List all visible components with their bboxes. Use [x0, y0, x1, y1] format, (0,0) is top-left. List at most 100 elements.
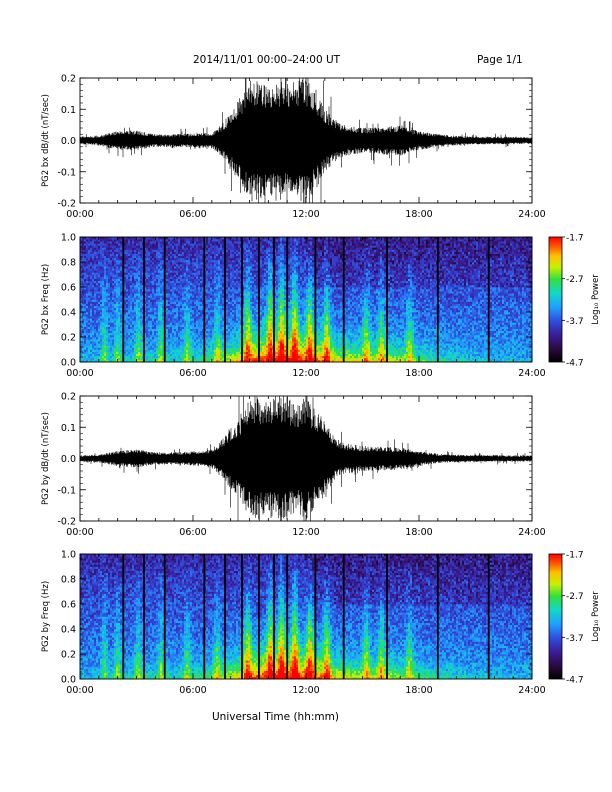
spectrogram-cell	[98, 295, 100, 297]
spectrogram-cell	[130, 266, 132, 268]
spectrogram-cell	[92, 287, 94, 289]
spectrogram-cell	[110, 352, 112, 354]
spectrogram-cell	[98, 243, 100, 245]
spectrogram-cell	[120, 358, 122, 360]
spectrogram-cell	[114, 272, 116, 274]
spectrogram-cell	[112, 258, 114, 260]
spectrogram-cell	[128, 262, 130, 264]
spectrogram-cell	[102, 325, 104, 327]
spectrogram-cell	[106, 345, 108, 347]
spectrogram-cell	[98, 325, 100, 327]
spectrogram-cell	[128, 304, 130, 306]
spectrogram-cell	[96, 312, 98, 314]
spectrogram-cell	[84, 258, 86, 260]
spectrogram-cell	[108, 341, 110, 343]
spectrogram-cell	[92, 314, 94, 316]
spectrogram-cell	[84, 341, 86, 343]
spectrogram-cell	[110, 358, 112, 360]
spectrogram-cell	[114, 331, 116, 333]
spectrogram-cell	[88, 283, 90, 285]
spectrogram-cell	[120, 270, 122, 272]
spectrogram-cell	[130, 254, 132, 256]
spectrogram-cell	[128, 302, 130, 304]
spectrogram-cell	[98, 247, 100, 249]
spectrogram-cell	[88, 245, 90, 247]
spectrogram-cell	[110, 327, 112, 329]
spectrogram-cell	[96, 302, 98, 304]
spectrogram-cell	[100, 339, 102, 341]
spectrogram-cell	[98, 283, 100, 285]
spectrogram-cell	[94, 333, 96, 335]
spectrogram-cell	[132, 335, 134, 337]
spectrogram-cell	[126, 268, 128, 270]
spectrogram-cell	[92, 272, 94, 274]
spectrogram-cell	[100, 270, 102, 272]
spectrogram-cell	[112, 339, 114, 341]
spectrogram-cell	[120, 320, 122, 322]
spectrogram-cell	[94, 331, 96, 333]
spectrogram-cell	[112, 287, 114, 289]
spectrogram-cell	[106, 350, 108, 352]
spectrogram-cell	[104, 256, 106, 258]
spectrogram-cell	[82, 358, 84, 360]
spectrogram-cell	[82, 270, 84, 272]
spectrogram-cell	[92, 350, 94, 352]
spectrogram-cell	[108, 304, 110, 306]
spectrogram-cell	[110, 331, 112, 333]
spectrogram-cell	[100, 250, 102, 252]
spectrogram-cell	[82, 308, 84, 310]
spectrogram-cell	[116, 354, 118, 356]
spectrogram-cell	[100, 243, 102, 245]
spectrogram-cell	[96, 318, 98, 320]
spectrogram-cell	[126, 318, 128, 320]
spectrogram-cell	[96, 241, 98, 243]
spectrogram-cell	[88, 325, 90, 327]
spectrogram-cell	[128, 270, 130, 272]
spectrogram-cell	[120, 302, 122, 304]
spectrogram-cell	[126, 272, 128, 274]
spectrogram-cell	[96, 356, 98, 358]
spectrogram-cell	[112, 268, 114, 270]
spectrogram-cell	[90, 295, 92, 297]
spectrogram-cell	[116, 289, 118, 291]
spectrogram-cell	[98, 341, 100, 343]
spectrogram-cell	[92, 322, 94, 324]
spectrogram-cell	[102, 283, 104, 285]
spectrogram-cell	[120, 287, 122, 289]
spectrogram-cell	[90, 302, 92, 304]
spectrogram-cell	[92, 245, 94, 247]
spectrogram-cell	[82, 250, 84, 252]
spectrogram-cell	[124, 302, 126, 304]
spectrogram-cell	[96, 341, 98, 343]
spectrogram-cell	[112, 266, 114, 268]
spectrogram-cell	[90, 345, 92, 347]
spectrogram-cell	[124, 347, 126, 349]
spectrogram-cell	[96, 350, 98, 352]
spectrogram-cell	[106, 335, 108, 337]
spectrogram-cell	[126, 245, 128, 247]
spectrogram-cell	[108, 329, 110, 331]
spectrogram-cell	[84, 325, 86, 327]
spectrogram-cell	[94, 277, 96, 279]
spectrogram-cell	[132, 316, 134, 318]
spectrogram-cell	[92, 320, 94, 322]
spectrogram-cell	[120, 256, 122, 258]
spectrogram-cell	[124, 308, 126, 310]
spectrogram-cell	[128, 256, 130, 258]
spectrogram-cell	[102, 314, 104, 316]
spectrogram-cell	[112, 341, 114, 343]
figure-panels: 00:00 06:00 12:00 18:00 24:000.20.10.0-0.1-0…	[0, 0, 612, 792]
spectrogram-cell	[106, 310, 108, 312]
spectrogram-cell	[104, 247, 106, 249]
spectrogram-cell	[104, 270, 106, 272]
spectrogram-cell	[104, 304, 106, 306]
spectrogram-cell	[128, 252, 130, 254]
spectrogram-cell	[118, 239, 120, 241]
spectrogram-cell	[112, 262, 114, 264]
spectrogram-cell	[86, 254, 88, 256]
spectrogram-cell	[94, 343, 96, 345]
spectrogram-cell	[126, 252, 128, 254]
spectrogram-cell	[128, 300, 130, 302]
spectrogram-cell	[98, 329, 100, 331]
spectrogram-cell	[82, 258, 84, 260]
